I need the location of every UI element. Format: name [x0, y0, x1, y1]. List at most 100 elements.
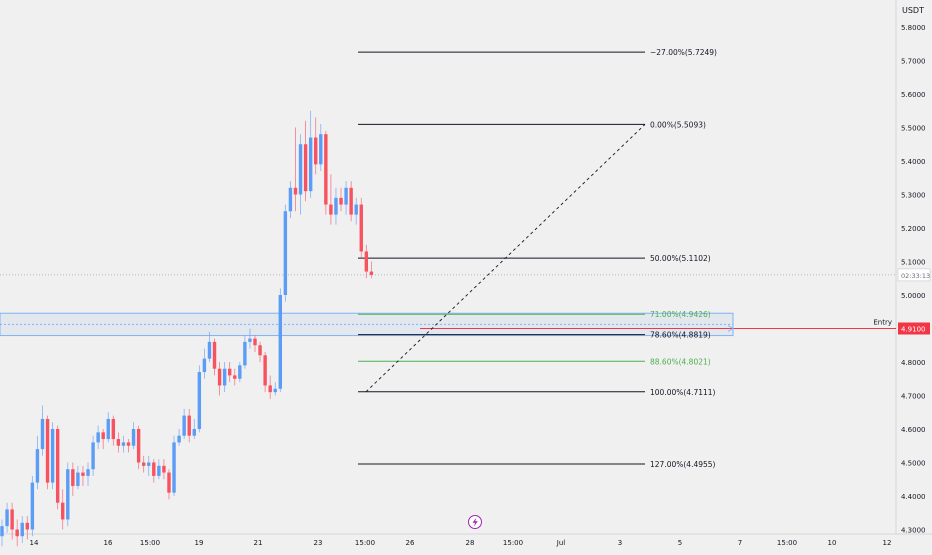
- candle-up: [157, 465, 161, 476]
- candle-down: [359, 204, 363, 252]
- y-tick-label: 5.0000: [901, 292, 926, 300]
- candle-down: [162, 465, 166, 473]
- candle-down: [187, 415, 191, 436]
- entry-label: Entry: [873, 319, 892, 327]
- candle-down: [126, 442, 131, 446]
- currency-label: USDT: [902, 6, 924, 15]
- candle-down: [369, 271, 374, 275]
- x-tick-label: 15:00: [777, 539, 797, 547]
- candle-up: [344, 187, 348, 205]
- candle-down: [293, 187, 298, 195]
- candle-up: [121, 442, 126, 446]
- y-tick-label: 4.3000: [901, 527, 926, 535]
- candle-down: [217, 368, 222, 386]
- candle-up: [354, 204, 358, 215]
- candle-up: [20, 522, 24, 537]
- event-marker-layer[interactable]: [468, 515, 482, 529]
- x-tick-label: 12: [883, 539, 892, 547]
- candle-down: [152, 462, 156, 476]
- candle-up: [308, 137, 313, 192]
- candles-layer: [0, 110, 374, 547]
- y-tick-label: 5.5000: [901, 125, 926, 133]
- candle-down: [116, 439, 121, 446]
- x-tick-label: 7: [738, 539, 742, 547]
- candle-up: [207, 341, 212, 359]
- candle-down: [111, 418, 116, 440]
- y-tick-label: 5.6000: [901, 91, 926, 99]
- candle-up: [248, 338, 252, 342]
- x-tick-label: Jul: [556, 539, 566, 547]
- x-tick-label: 15:00: [503, 539, 523, 547]
- candle-up: [283, 211, 288, 295]
- x-tick-label: 16: [104, 539, 113, 547]
- candle-up: [298, 144, 303, 195]
- candle-down: [10, 509, 14, 530]
- candle-down: [212, 341, 217, 369]
- x-tick-label: 23: [314, 539, 323, 547]
- candle-up: [238, 365, 242, 379]
- candle-down: [258, 345, 262, 356]
- candle-down: [303, 144, 308, 192]
- candle-down: [25, 522, 29, 530]
- y-tick-label: 4.4000: [901, 493, 926, 501]
- y-tick-label: 5.7000: [901, 58, 926, 66]
- candle-up: [66, 469, 70, 520]
- x-axis-layer: 14 16 15:00 19 21 23 15:00 26 28 15:00 Jul 3 5 7 15:00…: [30, 539, 892, 547]
- y-tick-label: 5.2000: [901, 225, 926, 233]
- candle-down: [233, 375, 237, 379]
- candle-up: [96, 432, 100, 443]
- y-tick-label: 5.1000: [901, 259, 926, 267]
- y-tick-label: 4.8000: [901, 359, 926, 367]
- candle-down: [349, 187, 353, 215]
- fib-level-label: 127.00%(4.4955): [650, 460, 716, 469]
- candle-up: [202, 358, 207, 373]
- candle-up: [288, 187, 293, 212]
- fib-level-label: 78.60%(4.8819): [650, 331, 711, 340]
- candle-down: [228, 368, 232, 376]
- candle-down: [45, 418, 50, 483]
- trend-layer[interactable]: [365, 124, 646, 393]
- candle-up: [86, 469, 90, 476]
- fib-trend-line[interactable]: [365, 124, 646, 393]
- fib-level-label: 100.00%(4.7111): [650, 388, 716, 397]
- candle-up: [0, 526, 4, 537]
- candle-down: [81, 472, 85, 476]
- y-tick-label: 4.7000: [901, 393, 926, 401]
- candle-down: [55, 429, 60, 503]
- candle-up: [192, 429, 196, 436]
- candle-down: [101, 432, 105, 440]
- entry-price-tag: [898, 322, 930, 335]
- candle-up: [76, 472, 80, 486]
- x-tick-label: 10: [828, 539, 837, 547]
- candle-up: [40, 418, 45, 450]
- candle-up: [222, 368, 227, 386]
- candle-up: [278, 295, 282, 389]
- candle-up: [106, 418, 110, 440]
- candle-up: [197, 372, 202, 429]
- candle-up: [177, 435, 181, 443]
- candle-down: [263, 355, 267, 386]
- entry-zone-layer: Entry: [0, 312, 896, 337]
- x-tick-label: 15:00: [140, 539, 160, 547]
- candle-down: [329, 204, 333, 215]
- x-tick-label: 26: [406, 539, 415, 547]
- candle-up: [182, 415, 186, 436]
- candle-up: [147, 462, 151, 466]
- current-price-tag: [897, 268, 931, 282]
- candle-up: [35, 449, 40, 483]
- x-tick-label: 14: [30, 539, 39, 547]
- candle-up: [91, 442, 95, 470]
- fibonacci-layer[interactable]: −27.00%(5.7249) 0.00%(5.5093) 50.00%(5.110…: [358, 48, 717, 469]
- candle-down: [15, 529, 19, 537]
- fib-level-label: 88.60%(4.8021): [650, 357, 711, 366]
- y-tick-label: 4.5000: [901, 460, 926, 468]
- candle-down: [136, 429, 141, 463]
- candle-down: [324, 134, 328, 205]
- candle-down: [253, 338, 257, 346]
- fib-level-label: −27.00%(5.7249): [650, 48, 717, 57]
- y-tick-label: 5.3000: [901, 192, 926, 200]
- candle-down: [71, 469, 75, 486]
- x-tick-label: 5: [678, 539, 682, 547]
